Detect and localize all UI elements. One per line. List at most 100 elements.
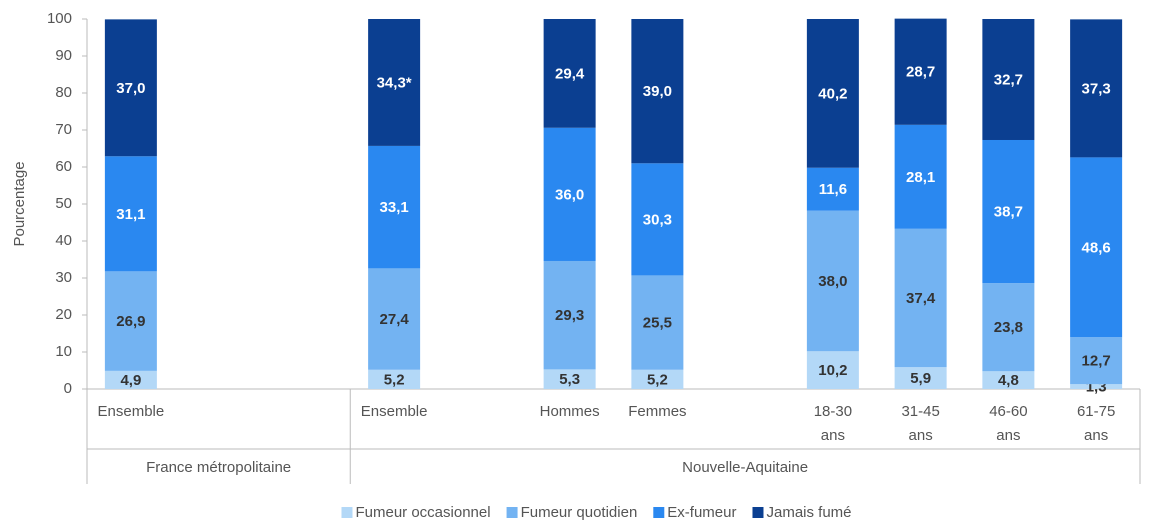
legend-label: Jamais fumé xyxy=(766,504,851,521)
value-label: 12,7 xyxy=(1082,353,1111,370)
legend-swatch xyxy=(341,507,353,518)
group-label: France métropolitaine xyxy=(146,459,291,476)
value-label: 38,7 xyxy=(994,204,1023,221)
bar-segment xyxy=(368,369,421,389)
x-tick-label: 18-30 ans xyxy=(814,403,852,444)
bar-segment xyxy=(543,369,596,389)
value-label: 37,4 xyxy=(906,290,936,307)
bar-segment xyxy=(631,19,684,164)
x-tick-label-line: 31-45 xyxy=(901,403,939,420)
y-tick-label: 100 xyxy=(47,10,72,27)
value-label: 48,6 xyxy=(1082,239,1111,256)
x-tick-label: Hommes xyxy=(540,403,600,420)
x-tick-label-line: 61-75 xyxy=(1077,403,1115,420)
bar-segment xyxy=(631,163,684,276)
x-tick-label-line: 46-60 xyxy=(989,403,1027,420)
value-label: 37,0 xyxy=(116,80,145,97)
value-label: 37,3 xyxy=(1082,80,1111,97)
bar-segment xyxy=(543,127,596,261)
value-label: 40,2 xyxy=(818,85,847,102)
bar-segment xyxy=(104,271,157,371)
x-tick-label-line: ans xyxy=(821,427,845,444)
bar-segment xyxy=(368,268,421,370)
bar-segment xyxy=(982,19,1035,140)
bar-segment xyxy=(1070,337,1123,385)
x-tick-label: Femmes xyxy=(628,403,686,420)
bar-segment xyxy=(982,139,1035,284)
value-label: 36,0 xyxy=(555,186,584,203)
bar-segment xyxy=(806,19,859,168)
y-tick-label: 20 xyxy=(55,306,72,323)
y-tick-label: 50 xyxy=(55,195,72,212)
group-label: Nouvelle-Aquitaine xyxy=(682,459,808,476)
value-label: 38,0 xyxy=(818,273,847,290)
y-tick-label: 0 xyxy=(64,380,72,397)
x-tick-label: Ensemble xyxy=(98,403,165,420)
y-tick-label: 80 xyxy=(55,84,72,101)
bar-segment xyxy=(543,260,596,370)
bar-segment xyxy=(104,156,157,272)
value-label: 5,2 xyxy=(647,371,668,388)
value-label: 29,3 xyxy=(555,307,584,324)
value-label: 30,3 xyxy=(643,211,672,228)
bar-segment xyxy=(631,369,684,389)
x-tick-label: 46-60 ans xyxy=(989,403,1027,444)
bar-segment xyxy=(894,18,947,125)
bar-segment xyxy=(806,167,859,211)
bar-segment xyxy=(1070,19,1123,158)
value-label: 5,9 xyxy=(910,370,931,387)
legend-swatch xyxy=(506,507,518,518)
y-axis-label: Pourcentage xyxy=(11,161,28,246)
bar-segment xyxy=(1070,384,1123,389)
legend-label: Fumeur occasionnel xyxy=(355,504,490,521)
legend-swatch xyxy=(752,507,764,518)
bar-segment xyxy=(806,351,859,389)
legend: Fumeur occasionnel Fumeur quotidien Ex-fum… xyxy=(341,504,852,521)
bar-segment xyxy=(1070,157,1123,338)
value-label: 10,2 xyxy=(818,362,847,379)
x-tick-label-line: ans xyxy=(1084,427,1108,444)
y-tick-label: 60 xyxy=(55,158,72,175)
y-tick-label: 10 xyxy=(55,343,72,360)
value-label: 26,9 xyxy=(116,313,145,330)
x-tick-label-line: ans xyxy=(996,427,1020,444)
value-label: 31,1 xyxy=(116,206,145,223)
value-label: 32,7 xyxy=(994,71,1023,88)
bar-segment xyxy=(104,370,157,389)
value-label: 39,0 xyxy=(643,83,672,100)
value-label: 4,8 xyxy=(998,372,1019,389)
x-tick-label: Ensemble xyxy=(361,403,428,420)
bar-segment xyxy=(982,371,1035,389)
value-label: 29,4 xyxy=(555,65,585,82)
bar-segment xyxy=(894,124,947,229)
bar-segment xyxy=(368,145,421,269)
bar-segment xyxy=(368,19,421,146)
legend-swatch xyxy=(653,507,665,518)
bar-segment xyxy=(806,210,859,352)
y-tick-label: 90 xyxy=(55,47,72,64)
x-tick-label-line: 18-30 xyxy=(814,403,852,420)
value-label: 28,7 xyxy=(906,64,935,81)
x-tick-label: 61-75 ans xyxy=(1077,403,1115,444)
value-label: 11,6 xyxy=(819,181,847,198)
value-label: 34,3* xyxy=(377,74,412,91)
value-label: 27,4 xyxy=(380,311,410,328)
bar-segment xyxy=(631,275,684,370)
legend-label: Ex-fumeur xyxy=(667,504,736,521)
bar-segment xyxy=(894,228,947,368)
legend-label: Fumeur quotidien xyxy=(521,504,638,521)
x-tick-label-line: ans xyxy=(909,427,933,444)
value-label: 5,3 xyxy=(559,371,580,388)
x-tick-label: 31-45 ans xyxy=(901,403,939,444)
value-label: 25,5 xyxy=(643,315,672,332)
y-tick-label: 40 xyxy=(55,232,72,249)
y-tick-label: 30 xyxy=(55,269,72,286)
value-label: 5,2 xyxy=(384,371,405,388)
bar-segment xyxy=(982,283,1035,372)
value-label: 28,1 xyxy=(906,169,935,186)
bar-segment xyxy=(894,367,947,389)
value-label: 4,9 xyxy=(120,372,141,389)
y-tick-label: 70 xyxy=(55,121,72,138)
value-label: 33,1 xyxy=(380,199,409,216)
